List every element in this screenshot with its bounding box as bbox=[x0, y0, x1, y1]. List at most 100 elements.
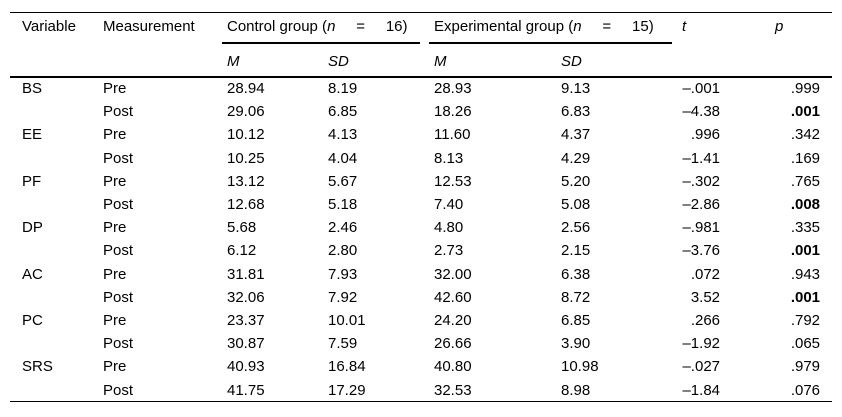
cell-control-sd: 8.19 bbox=[328, 80, 358, 97]
header-bottom-rule bbox=[10, 75, 832, 78]
cell-measurement: Pre bbox=[103, 80, 127, 97]
cell-p-value: .792 bbox=[790, 312, 821, 330]
table-row: Post 10.25 4.04 8.13 4.29 –1.41 .169 bbox=[10, 147, 832, 170]
cell-experimental-sd: 2.15 bbox=[561, 242, 591, 260]
cell-measurement: Pre bbox=[103, 126, 127, 144]
cell-control-mean: 12.68 bbox=[227, 196, 265, 214]
cell-experimental-mean: 40.80 bbox=[434, 358, 472, 376]
cell-measurement: Post bbox=[103, 381, 134, 399]
cell-control-mean: 41.75 bbox=[227, 381, 265, 399]
table-row: Post 41.75 17.29 32.53 8.98 –1.84 .076 bbox=[10, 379, 832, 402]
cell-variable bbox=[10, 147, 91, 170]
cell-t-value: –4.38 bbox=[682, 103, 721, 121]
cell-experimental-sd: 10.98 bbox=[561, 358, 599, 376]
table-row: Post 29.06 6.85 18.26 6.83 –4.38 .001 bbox=[10, 100, 832, 123]
experimental-group-label-suffix: = 15) bbox=[581, 18, 654, 35]
cell-t-value: .996 bbox=[690, 126, 721, 144]
cell-control-sd: 7.92 bbox=[328, 288, 358, 306]
table-row: DP Pre 5.68 2.46 4.80 2.56 –.981 .335 bbox=[10, 216, 832, 239]
table-row: Post 12.68 5.18 7.40 5.08 –2.86 .008 bbox=[10, 193, 832, 216]
column-header-control-m: M bbox=[227, 53, 240, 70]
cell-experimental-mean: 2.73 bbox=[434, 242, 464, 260]
cell-variable bbox=[10, 239, 91, 262]
cell-experimental-mean: 8.13 bbox=[434, 149, 464, 167]
cell-control-sd: 6.85 bbox=[328, 103, 358, 121]
cell-variable: DP bbox=[22, 219, 43, 237]
cell-control-mean: 29.06 bbox=[227, 103, 265, 121]
cell-experimental-sd: 6.85 bbox=[561, 312, 591, 330]
cell-control-mean: 6.12 bbox=[227, 242, 257, 260]
cell-experimental-mean: 24.20 bbox=[434, 312, 472, 330]
table-row: PC Pre 23.37 10.01 24.20 6.85 .266 .792 bbox=[10, 309, 832, 332]
cell-t-value: –.027 bbox=[682, 358, 721, 376]
cell-p-value: .342 bbox=[790, 126, 821, 144]
cell-control-mean: 5.68 bbox=[227, 219, 257, 237]
cell-control-sd: 17.29 bbox=[328, 381, 366, 399]
cell-variable bbox=[10, 332, 91, 355]
control-group-underline bbox=[222, 42, 420, 45]
statistics-table: Variable Measurement Control group (n = … bbox=[10, 0, 832, 402]
cell-variable: PF bbox=[22, 172, 42, 190]
cell-experimental-mean: 26.66 bbox=[434, 335, 472, 353]
cell-experimental-sd: 9.13 bbox=[561, 80, 591, 97]
cell-experimental-mean: 32.00 bbox=[434, 265, 472, 283]
cell-measurement: Post bbox=[103, 288, 134, 306]
cell-variable: AC bbox=[22, 265, 43, 283]
cell-t-value: –1.92 bbox=[682, 335, 721, 353]
cell-control-sd: 4.13 bbox=[328, 126, 358, 144]
cell-p-value: .001 bbox=[790, 103, 821, 121]
column-header-control-sd: SD bbox=[328, 53, 349, 70]
header-row-groups: Variable Measurement Control group (n = … bbox=[10, 0, 832, 44]
cell-measurement: Pre bbox=[103, 172, 127, 190]
column-header-experimental-sd: SD bbox=[561, 53, 582, 70]
cell-experimental-sd: 8.72 bbox=[561, 288, 591, 306]
cell-measurement: Post bbox=[103, 335, 134, 353]
cell-t-value: –.981 bbox=[682, 219, 721, 237]
cell-measurement: Pre bbox=[103, 358, 127, 376]
column-header-control-group: Control group (n = 16) bbox=[215, 0, 422, 44]
column-header-variable: Variable bbox=[22, 18, 76, 35]
table-row: Post 6.12 2.80 2.73 2.15 –3.76 .001 bbox=[10, 239, 832, 262]
table-bottom-rule bbox=[10, 400, 832, 403]
cell-experimental-mean: 18.26 bbox=[434, 103, 472, 121]
cell-control-sd: 4.04 bbox=[328, 149, 358, 167]
table-body: BS Pre 28.94 8.19 28.93 9.13 –.001 .999 … bbox=[10, 77, 832, 402]
cell-control-sd: 5.67 bbox=[328, 172, 358, 190]
table-header: Variable Measurement Control group (n = … bbox=[10, 0, 832, 77]
cell-measurement: Pre bbox=[103, 312, 127, 330]
cell-variable bbox=[10, 286, 91, 309]
cell-experimental-sd: 3.90 bbox=[561, 335, 591, 353]
column-header-p: p bbox=[775, 18, 784, 35]
cell-measurement: Pre bbox=[103, 219, 127, 237]
column-header-experimental-group: Experimental group (n = 15) bbox=[422, 0, 654, 44]
cell-experimental-sd: 4.37 bbox=[561, 126, 591, 144]
cell-t-value: 3.52 bbox=[690, 288, 721, 306]
control-group-label-suffix: = 16) bbox=[335, 18, 408, 35]
cell-control-mean: 32.06 bbox=[227, 288, 265, 306]
cell-experimental-sd: 4.29 bbox=[561, 149, 591, 167]
cell-control-mean: 31.81 bbox=[227, 265, 265, 283]
cell-t-value: –.302 bbox=[682, 172, 721, 190]
cell-p-value: .076 bbox=[790, 381, 821, 399]
cell-control-sd: 7.59 bbox=[328, 335, 358, 353]
cell-p-value: .999 bbox=[790, 80, 821, 97]
cell-p-value: .001 bbox=[790, 242, 821, 260]
cell-experimental-mean: 28.93 bbox=[434, 80, 472, 97]
cell-variable: SRS bbox=[22, 358, 53, 376]
cell-t-value: .266 bbox=[690, 312, 721, 330]
cell-variable bbox=[10, 193, 91, 216]
cell-variable: EE bbox=[22, 126, 43, 144]
cell-experimental-sd: 5.20 bbox=[561, 172, 591, 190]
experimental-group-n-symbol: n bbox=[573, 18, 582, 35]
cell-control-sd: 10.01 bbox=[328, 312, 366, 330]
cell-control-mean: 13.12 bbox=[227, 172, 265, 190]
cell-experimental-sd: 6.38 bbox=[561, 265, 591, 283]
cell-variable: PC bbox=[22, 312, 43, 330]
cell-p-value: .001 bbox=[790, 288, 821, 306]
cell-p-value: .979 bbox=[790, 358, 821, 376]
cell-variable bbox=[10, 100, 91, 123]
cell-experimental-sd: 6.83 bbox=[561, 103, 591, 121]
table-row: PF Pre 13.12 5.67 12.53 5.20 –.302 .765 bbox=[10, 170, 832, 193]
cell-experimental-sd: 5.08 bbox=[561, 196, 591, 214]
